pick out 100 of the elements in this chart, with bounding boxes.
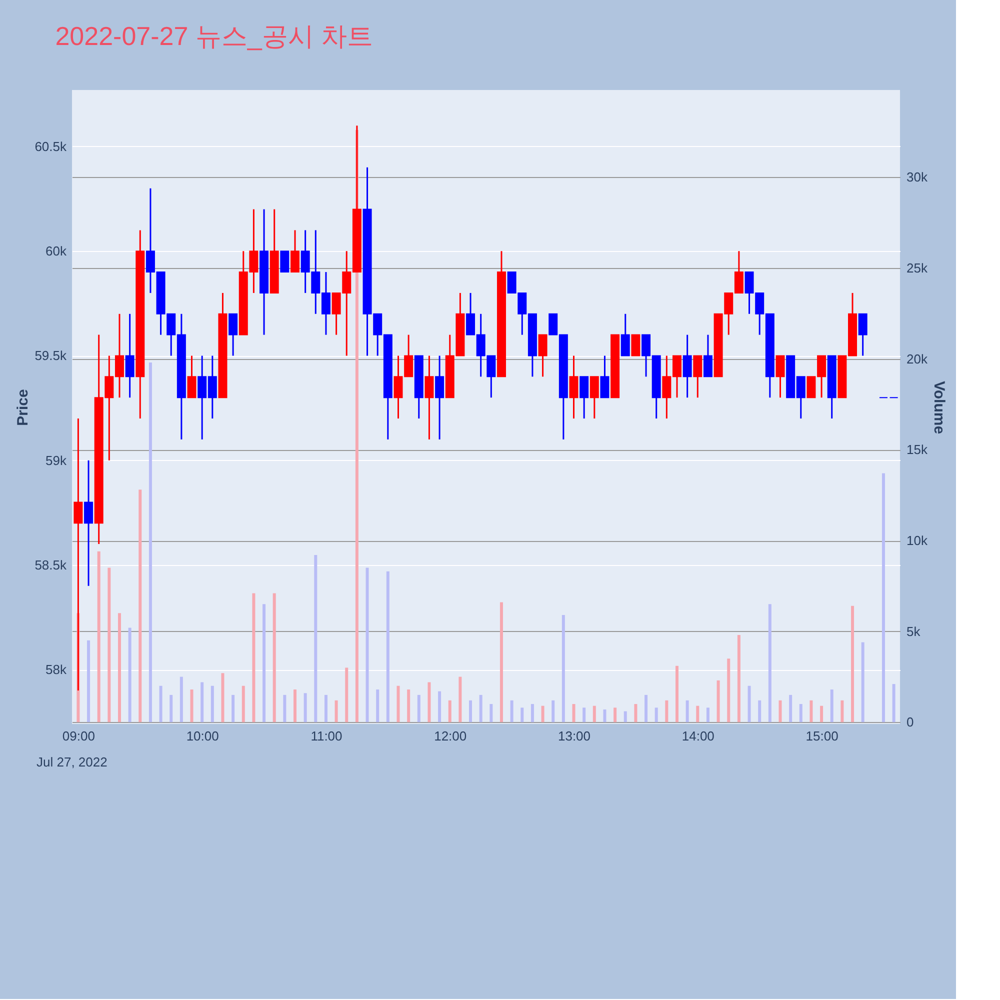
bar xyxy=(541,706,544,722)
candlestick xyxy=(125,313,134,398)
bar xyxy=(304,693,307,722)
bar xyxy=(334,700,338,722)
y2-axis-title: Volume xyxy=(930,380,948,434)
candlestick xyxy=(620,313,630,356)
bar xyxy=(294,689,296,722)
bar xyxy=(520,708,524,722)
y2-tick-label: 0 xyxy=(906,714,914,730)
candlestick xyxy=(290,229,300,273)
bar xyxy=(716,680,720,722)
candlestick xyxy=(703,334,712,378)
bar xyxy=(376,689,380,722)
bar xyxy=(221,673,224,722)
candlestick xyxy=(435,354,444,440)
bar xyxy=(428,682,431,722)
bar xyxy=(820,706,824,722)
bar xyxy=(696,706,700,722)
bar xyxy=(262,604,266,722)
bar xyxy=(810,700,813,722)
bar xyxy=(748,686,751,722)
bar xyxy=(624,711,627,722)
bar xyxy=(190,689,194,722)
bar xyxy=(242,686,245,722)
candlestick xyxy=(682,334,692,398)
bar xyxy=(490,704,493,722)
bar xyxy=(108,568,111,722)
candlestick xyxy=(280,250,290,273)
y-tick-label: 59k xyxy=(46,452,67,468)
x-tick-label: 15:00 xyxy=(806,728,838,744)
bar xyxy=(582,708,586,722)
bar xyxy=(592,706,596,722)
bar xyxy=(170,694,173,722)
y2-tick-label: 5k xyxy=(906,624,921,639)
bar xyxy=(396,686,400,722)
bar xyxy=(87,640,90,722)
bar xyxy=(469,700,472,722)
bar xyxy=(118,613,121,722)
bar xyxy=(552,700,555,722)
bar xyxy=(686,700,689,722)
bar xyxy=(128,628,132,722)
y2-tick-label: 25k xyxy=(906,260,928,276)
bar xyxy=(200,682,204,722)
bar xyxy=(366,568,369,722)
candlestick xyxy=(693,354,702,398)
bar xyxy=(840,700,844,722)
bar xyxy=(799,704,802,722)
bar xyxy=(727,658,730,722)
bar xyxy=(448,700,452,722)
bar xyxy=(479,694,482,722)
y-tick-label: 59.5k xyxy=(34,348,67,364)
x-tick-label: 12:00 xyxy=(434,728,467,744)
candlestick xyxy=(424,354,434,440)
bar xyxy=(676,666,678,722)
bar xyxy=(665,700,668,722)
bar xyxy=(654,708,658,722)
bar xyxy=(851,606,854,722)
bar xyxy=(180,676,183,722)
bar xyxy=(737,634,740,722)
bar xyxy=(644,694,648,722)
y2-tick-label: 30k xyxy=(906,170,928,185)
bar xyxy=(789,694,792,722)
bar xyxy=(778,700,782,722)
candlestick xyxy=(600,354,610,398)
candlestick xyxy=(187,354,196,398)
bar xyxy=(500,602,503,722)
bar xyxy=(562,615,565,722)
bar xyxy=(438,691,442,722)
bar xyxy=(882,473,885,722)
candlestick xyxy=(228,313,238,356)
bar xyxy=(386,571,390,722)
bar xyxy=(138,490,142,722)
bar xyxy=(210,686,214,722)
bar xyxy=(614,708,617,722)
bar xyxy=(706,708,710,722)
bar xyxy=(861,642,864,722)
x-tick-label: 09:00 xyxy=(62,728,95,744)
bar xyxy=(634,704,638,722)
y-tick-label: 60.5k xyxy=(34,138,67,154)
candlestick xyxy=(84,460,94,587)
bar xyxy=(97,551,100,722)
y2-tick-label: 15k xyxy=(906,442,928,458)
y-tick-label: 60k xyxy=(46,244,67,259)
bar xyxy=(232,694,235,722)
bar xyxy=(758,700,762,722)
bar xyxy=(417,694,420,722)
bar xyxy=(314,555,318,722)
y-tick-label: 58k xyxy=(46,662,67,678)
y-tick-label: 58.5k xyxy=(34,557,67,572)
chart-title: 2022-07-27 뉴스_공시 차트 xyxy=(55,21,374,51)
bar xyxy=(510,700,514,722)
bar xyxy=(324,694,328,722)
bar xyxy=(283,694,286,722)
x-tick-label: 13:00 xyxy=(558,728,591,744)
bar xyxy=(159,686,162,722)
bar xyxy=(572,704,576,722)
candlestick xyxy=(538,334,548,378)
candlestick xyxy=(776,354,785,398)
x-tick-label: 10:00 xyxy=(186,728,219,744)
x-tick-label: 11:00 xyxy=(310,728,342,744)
